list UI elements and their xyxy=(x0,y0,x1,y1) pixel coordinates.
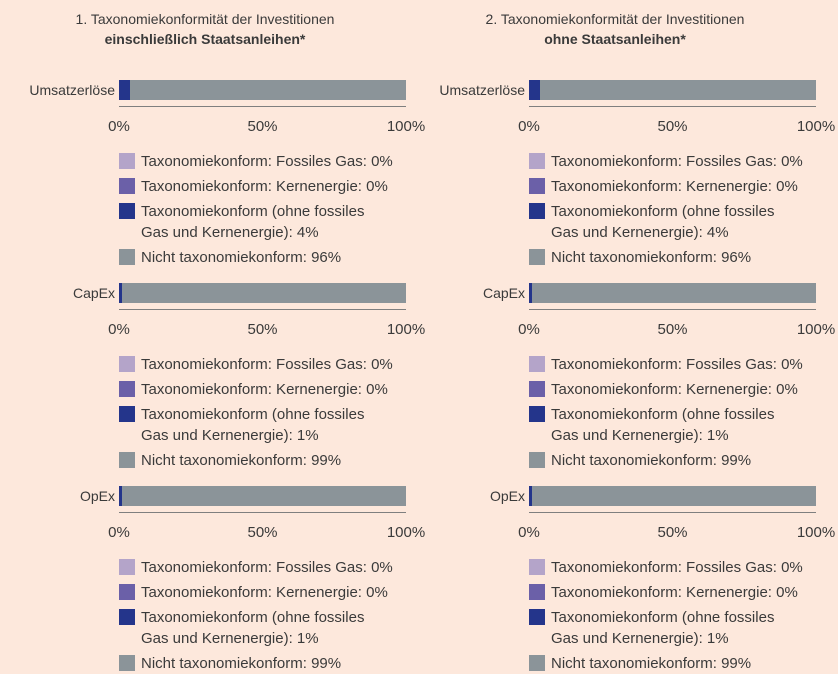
category-label: CapEx xyxy=(482,285,525,301)
x-tick-label: 100% xyxy=(386,524,426,541)
legend-swatch xyxy=(119,178,135,194)
chart-subtitle: ohne Staatsanleihen* xyxy=(544,31,686,47)
category-label: Umsatzerlöse xyxy=(439,82,525,98)
legend-label: Taxonomiekonform: Fossiles Gas: 0% xyxy=(141,153,393,170)
legend-swatch xyxy=(119,406,135,422)
legend-label: Taxonomiekonform: Fossiles Gas: 0% xyxy=(551,356,803,373)
legend-label: Taxonomiekonform: Kernenergie: 0% xyxy=(141,584,388,601)
legend-label: Taxonomiekonform (ohne fossiles Gas und … xyxy=(141,203,365,241)
legend-swatch xyxy=(529,356,545,372)
legend-label: Taxonomiekonform: Fossiles Gas: 0% xyxy=(551,559,803,576)
x-tick-label: 0% xyxy=(108,118,130,135)
legend-swatch xyxy=(119,203,135,219)
bar-segment xyxy=(119,80,131,100)
bar-segment xyxy=(121,486,406,506)
chart-subtitle: einschließlich Staatsanleihen* xyxy=(104,31,306,47)
legend-swatch xyxy=(119,452,135,468)
legend-label: Taxonomiekonform: Fossiles Gas: 0% xyxy=(141,559,393,576)
legend-label: Taxonomiekonform: Kernenergie: 0% xyxy=(141,178,388,195)
x-tick-label: 50% xyxy=(247,524,278,541)
legend-label: Nicht taxonomiekonform: 99% xyxy=(141,452,342,469)
legend-label: Taxonomiekonform: Kernenergie: 0% xyxy=(141,381,388,398)
bar-segment xyxy=(119,283,122,303)
legend-swatch xyxy=(529,609,545,625)
legend-label: Nicht taxonomiekonform: 99% xyxy=(141,655,342,672)
axis-line xyxy=(529,512,816,513)
bar-segment xyxy=(529,486,532,506)
chart-title: 1. Taxonomiekonformität der Investitione… xyxy=(75,11,335,27)
legend-swatch xyxy=(529,381,545,397)
legend-swatch xyxy=(529,203,545,219)
x-tick-label: 100% xyxy=(386,118,426,135)
category-label: Umsatzerlöse xyxy=(29,82,115,98)
legend-swatch xyxy=(529,249,545,265)
bar-segment xyxy=(529,80,541,100)
axis-line xyxy=(119,512,406,513)
x-tick-label: 0% xyxy=(518,524,540,541)
legend-swatch xyxy=(529,406,545,422)
x-tick-label: 50% xyxy=(247,321,278,338)
bar-segment xyxy=(119,486,122,506)
x-tick-label: 0% xyxy=(108,524,130,541)
legend-swatch xyxy=(119,381,135,397)
legend-swatch xyxy=(119,655,135,671)
x-tick-label: 100% xyxy=(796,321,836,338)
legend-swatch xyxy=(119,559,135,575)
legend-swatch xyxy=(119,356,135,372)
category-label: CapEx xyxy=(72,285,115,301)
legend-swatch xyxy=(119,584,135,600)
legend-label: Taxonomiekonform (ohne fossiles Gas und … xyxy=(551,203,775,241)
axis-line xyxy=(529,106,816,107)
legend-swatch xyxy=(529,178,545,194)
x-tick-label: 100% xyxy=(796,118,836,135)
legend-label: Taxonomiekonform (ohne fossiles Gas und … xyxy=(141,406,365,444)
legend-swatch xyxy=(529,584,545,600)
legend-label: Taxonomiekonform (ohne fossiles Gas und … xyxy=(141,609,365,647)
x-tick-label: 50% xyxy=(657,118,688,135)
x-tick-label: 0% xyxy=(518,321,540,338)
x-tick-label: 50% xyxy=(657,524,688,541)
category-label: OpEx xyxy=(79,488,115,504)
bar-segment xyxy=(531,486,816,506)
bar-segment xyxy=(130,80,406,100)
legend-label: Nicht taxonomiekonform: 96% xyxy=(551,249,752,266)
legend-swatch xyxy=(529,559,545,575)
axis-line xyxy=(119,106,406,107)
legend-label: Nicht taxonomiekonform: 99% xyxy=(551,655,752,672)
legend-label: Taxonomiekonform: Fossiles Gas: 0% xyxy=(141,356,393,373)
legend-swatch xyxy=(119,609,135,625)
legend-label: Nicht taxonomiekonform: 96% xyxy=(141,249,342,266)
x-tick-label: 50% xyxy=(657,321,688,338)
x-tick-label: 100% xyxy=(796,524,836,541)
chart-title: 2. Taxonomiekonformität der Investitione… xyxy=(485,11,745,27)
legend-label: Taxonomiekonform (ohne fossiles Gas und … xyxy=(551,406,775,444)
axis-line xyxy=(119,309,406,310)
legend-label: Taxonomiekonform: Kernenergie: 0% xyxy=(551,178,798,195)
bar-segment xyxy=(531,283,816,303)
legend-swatch xyxy=(119,249,135,265)
bar-segment xyxy=(121,283,406,303)
legend-swatch xyxy=(529,655,545,671)
legend-swatch xyxy=(119,153,135,169)
legend-label: Taxonomiekonform: Fossiles Gas: 0% xyxy=(551,153,803,170)
legend-label: Taxonomiekonform: Kernenergie: 0% xyxy=(551,584,798,601)
axis-line xyxy=(529,309,816,310)
legend-swatch xyxy=(529,153,545,169)
legend-label: Taxonomiekonform (ohne fossiles Gas und … xyxy=(551,609,775,647)
x-tick-label: 0% xyxy=(108,321,130,338)
category-label: OpEx xyxy=(489,488,525,504)
x-tick-label: 100% xyxy=(386,321,426,338)
bar-segment xyxy=(529,283,532,303)
legend-swatch xyxy=(529,452,545,468)
legend-label: Taxonomiekonform: Kernenergie: 0% xyxy=(551,381,798,398)
bar-segment xyxy=(540,80,816,100)
x-tick-label: 0% xyxy=(518,118,540,135)
x-tick-label: 50% xyxy=(247,118,278,135)
legend-label: Nicht taxonomiekonform: 99% xyxy=(551,452,752,469)
